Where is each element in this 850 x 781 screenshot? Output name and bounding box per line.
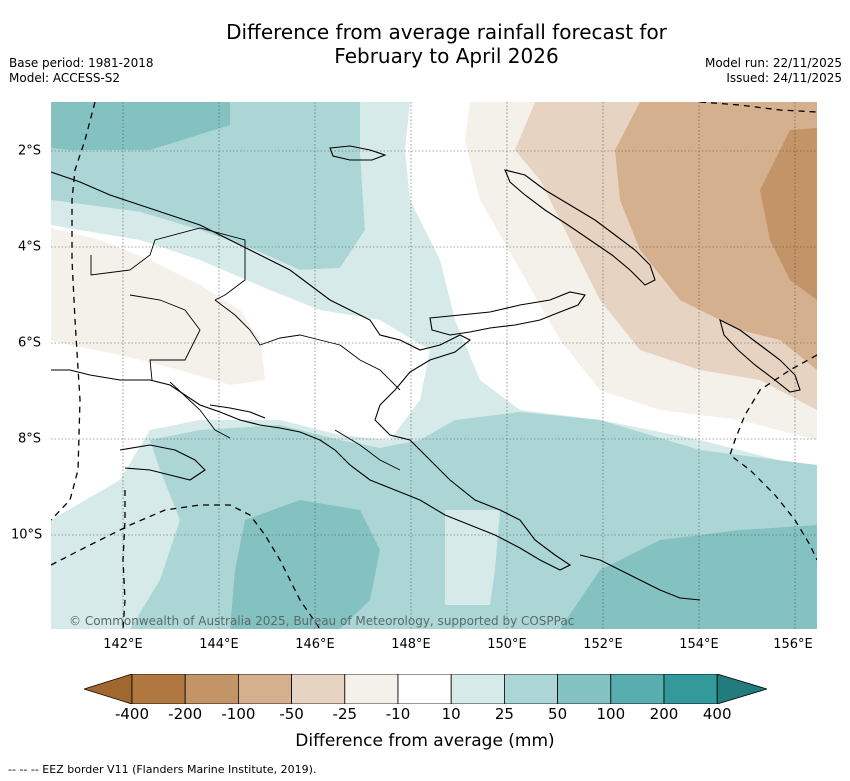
- wet-zone-south-deep: [230, 500, 380, 629]
- colorbar-label: 100: [596, 705, 626, 723]
- border-morobe: [339, 344, 401, 391]
- colorbar-segment: [131, 674, 186, 704]
- bougainville-coast: [719, 318, 801, 393]
- y-tick-8s: 8°S: [18, 431, 42, 447]
- border-enga: [129, 294, 201, 381]
- x-tick-152: 152°E: [583, 637, 623, 652]
- title-line-2: February to April 2026: [334, 44, 559, 68]
- colorbar-label: -100: [221, 705, 256, 723]
- colorbar-title: Difference from average (mm): [295, 731, 555, 751]
- eez-north-east: [699, 102, 817, 113]
- border-gulf: [169, 381, 231, 439]
- x-tick-148: 148°E: [391, 637, 431, 652]
- colorbar-segment: [291, 674, 346, 704]
- wet-zone-south-light: [445, 510, 500, 605]
- copyright-notice: © Commonwealth of Australia 2025, Bureau…: [69, 614, 575, 628]
- colorbar-label: -400: [114, 705, 150, 723]
- louisiade-islands: [579, 554, 701, 601]
- map-svg: [51, 102, 817, 629]
- y-tick-10s: 10°S: [11, 527, 43, 543]
- colorbar-label: 25: [494, 705, 514, 723]
- y-tick-6s: 6°S: [18, 335, 42, 351]
- colorbar-segment: [557, 674, 612, 704]
- colorbar-segment: [237, 674, 292, 704]
- base-period: Base period: 1981-2018: [9, 56, 154, 70]
- wet-zone-northwest-deep: [51, 102, 230, 150]
- colorbar-label: 50: [548, 705, 568, 723]
- manus-coast: [329, 145, 387, 161]
- y-tick-4s: 4°S: [18, 239, 42, 255]
- colorbar-label: -200: [168, 705, 203, 723]
- dry-zone-northeast-deep: [760, 128, 817, 300]
- colorbar: [84, 674, 767, 704]
- wet-zone-southeast-deep: [560, 525, 817, 629]
- colorbar-label: 10: [441, 705, 461, 723]
- border-highlands: [214, 299, 341, 346]
- colorbar-segment: [503, 674, 558, 704]
- colorbar-arrow-low: [84, 674, 133, 704]
- eez-borders: [51, 102, 817, 629]
- colorbar-segment: [663, 674, 718, 704]
- x-tick-146: 146°E: [295, 637, 335, 652]
- chart-title: Difference from average rainfall forecas…: [0, 20, 850, 68]
- map-panel: [51, 102, 817, 629]
- province-borders: [90, 227, 401, 471]
- eez-north-west: [51, 102, 96, 521]
- issued-date: Issued: 24/11/2025: [726, 71, 842, 85]
- colorbar-arrow-high: [716, 674, 767, 704]
- white-gap-southwest: [51, 510, 150, 629]
- model-run: Model run: 22/11/2025: [704, 56, 842, 70]
- x-tick-144: 144°E: [199, 637, 239, 652]
- model-name: Model: ACCESS-S2: [9, 71, 121, 85]
- eez-south-west-link: [122, 490, 126, 629]
- colorbar-label: -25: [332, 705, 358, 723]
- colorbar-label: -10: [385, 705, 411, 723]
- meta-left: Base period: 1981-2018 Model: ACCESS-S2: [9, 56, 154, 86]
- new-britain-coast: [429, 291, 586, 336]
- x-tick-156: 156°E: [773, 637, 813, 652]
- fly-estuary: [209, 404, 266, 419]
- colorbar-segment: [450, 674, 505, 704]
- new-ireland-coast: [504, 169, 656, 286]
- colorbar-segment: [344, 674, 399, 704]
- x-tick-154: 154°E: [679, 637, 719, 652]
- south-coast: [119, 444, 206, 481]
- colorbar-segment: [184, 674, 239, 704]
- new-guinea-coast: [51, 171, 572, 571]
- eez-footnote: -- -- -- EEZ border V11 (Flanders Marine…: [8, 763, 317, 776]
- title-line-1: Difference from average rainfall forecas…: [226, 20, 667, 44]
- dry-zone-west: [51, 228, 265, 385]
- colorbar-segment: [610, 674, 665, 704]
- x-tick-142: 142°E: [103, 637, 143, 652]
- y-tick-2s: 2°S: [18, 143, 42, 159]
- eez-south: [51, 504, 321, 629]
- meta-right: Model run: 22/11/2025 Issued: 24/11/2025: [705, 56, 842, 86]
- colorbar-label: -50: [279, 705, 304, 723]
- graticule: [51, 102, 817, 629]
- border-west-sepik: [90, 227, 246, 301]
- border-oro: [334, 429, 401, 471]
- dry-zone-northeast-mid: [615, 102, 817, 370]
- x-tick-150: 150°E: [487, 637, 527, 652]
- coastlines: [51, 145, 801, 601]
- colorbar-segment: [397, 674, 452, 704]
- colorbar-label: 200: [649, 705, 679, 723]
- colorbar-label: 400: [702, 705, 732, 723]
